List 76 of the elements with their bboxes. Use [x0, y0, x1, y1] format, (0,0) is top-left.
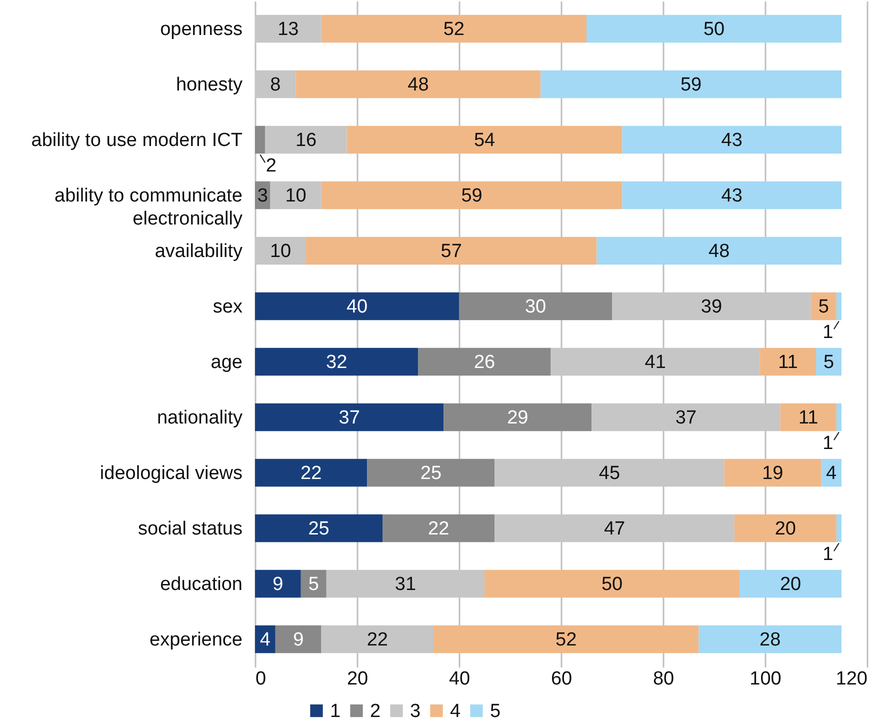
data-label: 8 — [270, 74, 281, 96]
y-tick-label: honesty — [176, 74, 243, 96]
data-label: 1 — [822, 544, 834, 566]
y-tick-label: education — [160, 574, 242, 595]
data-label: 43 — [721, 130, 742, 151]
data-label: 11 — [798, 407, 818, 428]
data-label: 37 — [675, 407, 697, 428]
data-label: 50 — [703, 18, 725, 40]
data-label: 22 — [300, 462, 322, 484]
y-tick-label: nationality — [156, 407, 243, 428]
data-label: 4 — [260, 629, 271, 650]
legend-label: 1 — [330, 700, 341, 721]
data-label: 28 — [760, 629, 781, 650]
x-tick-label: 20 — [346, 668, 368, 690]
data-label: 52 — [443, 18, 464, 40]
data-label: 43 — [721, 185, 742, 206]
data-label: 29 — [507, 407, 528, 428]
data-label: 16 — [295, 130, 317, 151]
x-tick-label: 40 — [448, 668, 470, 690]
data-label: 5 — [308, 574, 319, 595]
x-tick-label: 60 — [550, 668, 572, 690]
data-label: 39 — [700, 296, 722, 318]
legend-label: 3 — [410, 700, 421, 721]
data-label: 31 — [394, 574, 416, 595]
y-tick-label: experience — [150, 629, 242, 650]
data-label: 45 — [598, 462, 620, 484]
data-label: 37 — [338, 407, 360, 428]
data-label: 20 — [774, 518, 796, 540]
data-label: 19 — [762, 462, 784, 484]
data-label: 1 — [822, 322, 834, 344]
data-label: 25 — [308, 518, 330, 540]
y-tick-label: openness — [160, 18, 242, 40]
data-label: 9 — [293, 629, 304, 650]
x-tick-label: 120 — [836, 668, 868, 690]
data-label: 26 — [474, 352, 496, 373]
data-label: 22 — [428, 518, 450, 540]
data-label: 59 — [461, 185, 482, 206]
y-tick-label: ideological views — [100, 462, 242, 484]
x-tick-label: 80 — [652, 668, 674, 690]
legend-label: 2 — [370, 700, 381, 721]
data-label: 41 — [644, 352, 666, 373]
legend-label: 4 — [450, 700, 461, 721]
data-label: 13 — [278, 18, 299, 40]
y-tick-label: age — [210, 352, 242, 373]
legend-label: 5 — [490, 700, 501, 721]
data-label: 57 — [440, 240, 462, 262]
data-label: 20 — [780, 574, 802, 595]
data-label: 1 — [822, 433, 834, 454]
data-label: 40 — [346, 296, 368, 318]
data-label: 4 — [826, 462, 838, 484]
data-label: 5 — [823, 352, 834, 373]
y-tick-label: sex — [212, 296, 243, 318]
data-label: 2 — [266, 156, 276, 177]
data-label: 59 — [680, 74, 702, 96]
y-tick-label: social status — [138, 518, 242, 540]
data-label: 11 — [778, 352, 798, 373]
data-label: 22 — [366, 629, 388, 650]
data-label: 48 — [708, 240, 730, 262]
y-tick-label: ability to communicate electronically — [54, 185, 243, 230]
data-label: 50 — [601, 574, 623, 595]
data-label: 10 — [285, 185, 306, 206]
data-label: 10 — [270, 240, 292, 262]
data-label: 48 — [408, 74, 429, 96]
data-label: 5 — [818, 296, 829, 318]
data-label: 52 — [556, 629, 577, 650]
data-label: 30 — [524, 296, 546, 318]
y-tick-label: ability to use modern ICT — [31, 130, 243, 151]
y-tick-label: availability — [154, 240, 243, 262]
data-label: 3 — [257, 185, 268, 206]
x-tick-label: 100 — [750, 668, 782, 690]
x-tick-label: 0 — [256, 668, 266, 690]
data-label: 9 — [272, 574, 284, 595]
data-label: 47 — [604, 518, 626, 540]
data-label: 54 — [474, 130, 496, 151]
data-label: 25 — [420, 462, 442, 484]
data-label: 32 — [326, 352, 348, 373]
